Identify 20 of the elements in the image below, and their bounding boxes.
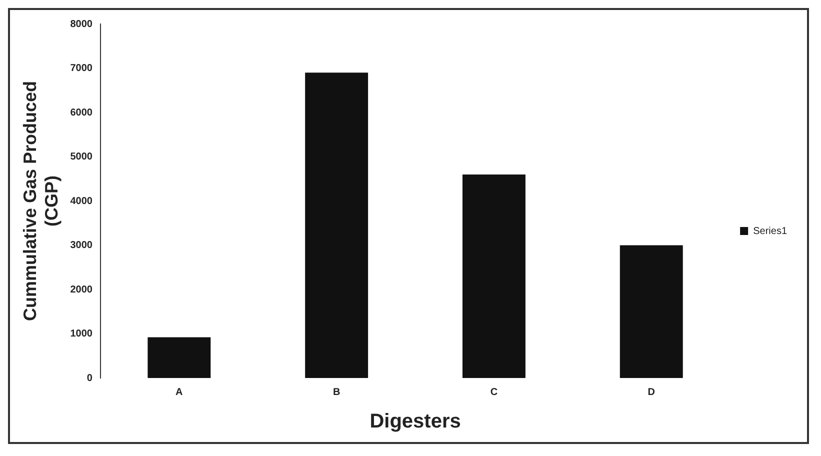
- bar: [620, 245, 683, 378]
- y-tick-label: 1000: [70, 328, 93, 340]
- x-axis-title: Digesters: [370, 410, 461, 433]
- bar: [305, 72, 368, 378]
- x-tick-label: C: [490, 386, 498, 398]
- y-tick-label: 5000: [70, 152, 93, 162]
- y-tick-label: 6000: [70, 107, 93, 118]
- y-tick-label: 2000: [70, 284, 93, 296]
- y-tick-label: 8000: [70, 18, 93, 30]
- y-tick-label: 4000: [70, 196, 93, 207]
- x-tick-label: D: [648, 386, 656, 398]
- x-tick-label: A: [176, 386, 183, 398]
- legend-label: Series1: [753, 226, 788, 237]
- x-tick-label: B: [332, 386, 340, 398]
- y-axis-title: Cummulative Gas Produced (CGP): [20, 80, 62, 322]
- bar: [148, 337, 211, 378]
- y-tick-label: 3000: [70, 240, 93, 251]
- bar: [462, 174, 526, 378]
- y-tick-label: 0: [86, 372, 93, 384]
- y-tick-label: 7000: [70, 63, 93, 74]
